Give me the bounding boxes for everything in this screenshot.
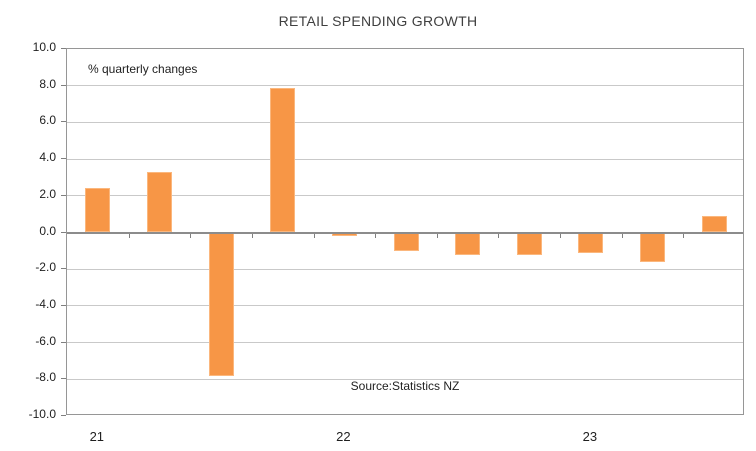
- bar-2021-q1: [85, 188, 111, 233]
- bar-2021-q2: [146, 171, 172, 233]
- zero-axis-line: [67, 231, 743, 234]
- gridline-y--2: [67, 268, 743, 270]
- bar-2022-q3: [455, 232, 481, 255]
- gridline-y--8: [67, 378, 743, 380]
- y-axis-tick: [61, 84, 66, 86]
- y-axis-tick-label: 6.0: [39, 113, 56, 128]
- x-axis-tick: [128, 233, 130, 238]
- chart-title: RETAIL SPENDING GROWTH: [278, 13, 478, 29]
- gridline-y-4: [67, 158, 743, 160]
- bar-2023-q3: [701, 215, 727, 233]
- bar-2022-q2: [393, 232, 419, 251]
- x-axis-tick: [190, 233, 192, 238]
- y-axis-tick: [61, 231, 66, 233]
- x-axis-tick: [436, 233, 438, 238]
- gridline-y-2: [67, 195, 743, 197]
- y-axis-tick: [61, 341, 66, 343]
- y-axis-tick-label: -4.0: [35, 296, 56, 311]
- x-axis-tick: [498, 233, 500, 238]
- y-axis-tick-label: 2.0: [39, 186, 56, 201]
- gridline-y--6: [67, 342, 743, 344]
- x-axis-tick: [313, 233, 315, 238]
- y-axis-tick: [61, 415, 66, 416]
- x-axis-label-21: 21: [89, 429, 105, 444]
- y-axis-tick: [61, 268, 66, 270]
- x-axis-label-23: 23: [582, 429, 598, 444]
- x-axis-label-22: 22: [336, 429, 351, 444]
- plot-area: % quarterly changes Source:Statistics NZ: [66, 48, 744, 415]
- x-axis-tick: [560, 233, 562, 238]
- gridline-y-8: [67, 85, 743, 87]
- y-axis-tick-label: 10.0: [32, 40, 56, 54]
- bar-2021-q4: [270, 87, 296, 233]
- x-axis-tick: [621, 233, 623, 238]
- y-axis-tick: [61, 304, 66, 306]
- y-axis-tick-label: -10.0: [28, 407, 56, 421]
- gridline-y--4: [67, 305, 743, 307]
- bar-2023-q2: [640, 232, 666, 262]
- y-axis-tick-label: 0.0: [39, 223, 56, 238]
- y-axis-tick-label: -6.0: [35, 333, 56, 348]
- y-axis-tick-label: -2.0: [35, 260, 56, 275]
- y-axis-tick: [61, 121, 66, 123]
- y-axis-tick-label: 4.0: [39, 150, 56, 165]
- y-axis-tick-label: -8.0: [35, 370, 56, 385]
- y-axis-tick: [61, 378, 66, 380]
- bar-2023-q1: [578, 232, 604, 253]
- y-axis-tick: [61, 48, 66, 49]
- x-axis-tick: [683, 233, 685, 238]
- bar-2021-q3: [208, 232, 234, 376]
- gridline-y-6: [67, 121, 743, 123]
- bar-2022-q4: [516, 232, 542, 255]
- x-axis-tick: [375, 233, 377, 238]
- units-annotation: % quarterly changes: [88, 62, 198, 76]
- source-note: Source:Statistics NZ: [350, 379, 460, 393]
- y-axis-tick-label: 8.0: [39, 76, 56, 91]
- y-axis-tick: [61, 194, 66, 196]
- y-axis-tick: [61, 158, 66, 160]
- x-axis-tick: [251, 233, 253, 238]
